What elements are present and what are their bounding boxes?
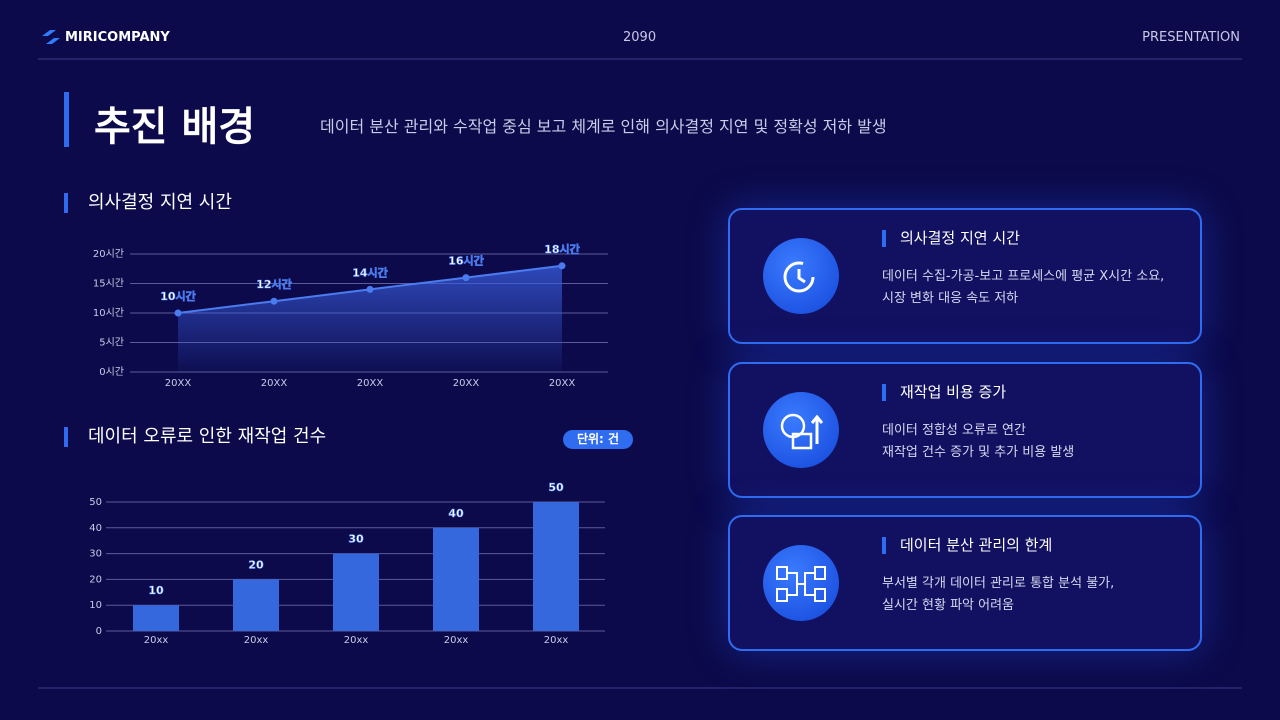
area [178,265,562,372]
point [558,262,566,270]
x-tick-label: 20xx [244,635,269,646]
x-tick-label: 20XX [357,378,384,389]
card-line: 재작업 건수 증가 및 추가 비용 발생 [882,445,1075,460]
label: PRESENTATION [1142,30,1240,45]
value-label: 30 [348,533,364,546]
card-line: 시장 변화 대응 속도 저하 [882,291,1019,306]
unit-badge: 단위: 건 [563,430,633,449]
value-label: 10시간 [160,289,196,303]
brand: MIRICOMPANY [65,30,170,45]
card-line: 데이터 수집-가공-보고 프로세스에 평균 X시간 소요, [882,269,1165,284]
logo [42,30,60,44]
y-tick-label: 20시간 [93,248,124,260]
point [174,309,182,317]
y-tick-label: 10시간 [93,307,124,319]
value-label: 12시간 [256,277,292,291]
x-tick-label: 20xx [344,635,369,646]
title: 추진 배경 [94,104,256,150]
y-tick-label: 50 [89,497,102,508]
x-tick-label: 20xx [144,635,169,646]
chart-title: 데이터 오류로 인한 재작업 건수 [64,427,326,447]
y-tick-label: 15시간 [93,278,124,290]
value-label: 16시간 [448,254,484,268]
x-tick-label: 20xx [444,635,469,646]
card-line: 실시간 현황 파악 어려움 [882,598,1014,613]
y-tick-label: 0시간 [99,366,124,378]
value-label: 20 [248,558,264,571]
y-tick-label: 40 [89,523,102,534]
y-tick-label: 5시간 [99,337,124,349]
point [270,297,278,305]
bar [333,553,379,631]
point [366,285,374,293]
icon [763,238,839,314]
y-tick-label: 30 [89,549,102,560]
value-label: 14시간 [352,265,388,279]
x-tick-label: 20XX [453,378,480,389]
card-body: 부서별 각개 데이터 관리로 통합 분석 불가, 실시간 현황 파악 어려움 [882,573,1114,617]
y-tick-label: 0 [96,626,102,637]
bar [533,502,579,631]
point [462,274,470,282]
x-tick-label: 20xx [544,635,569,646]
card-title: 데이터 분산 관리의 한계 [882,537,1052,554]
chart-title: 의사결정 지연 시간 [64,193,232,213]
value-label: 50 [548,481,564,494]
y-tick-label: 10 [89,600,102,611]
icon [763,392,839,468]
x-tick-label: 20XX [549,378,576,389]
icon [763,545,839,621]
subtitle: 데이터 분산 관리와 수작업 중심 보고 체계로 인해 의사결정 지연 및 정확… [320,117,887,136]
value-label: 10 [148,584,164,597]
card-title: 재작업 비용 증가 [882,384,1006,401]
card-body: 데이터 수집-가공-보고 프로세스에 평균 X시간 소요, 시장 변화 대응 속도… [882,266,1164,310]
card-line: 부서별 각개 데이터 관리로 통합 분석 불가, [882,576,1115,591]
year: 2090 [623,30,657,45]
card-line: 데이터 정합성 오류로 연간 [882,423,1026,438]
y-tick-label: 20 [89,574,102,585]
title-accent [64,92,69,147]
value-label: 18시간 [544,242,580,256]
bar [133,605,179,631]
value-label: 40 [448,507,464,520]
x-tick-label: 20XX [261,378,288,389]
bar [233,579,279,631]
bar [433,527,479,631]
x-tick-label: 20XX [165,378,192,389]
card-title: 의사결정 지연 시간 [882,230,1020,247]
